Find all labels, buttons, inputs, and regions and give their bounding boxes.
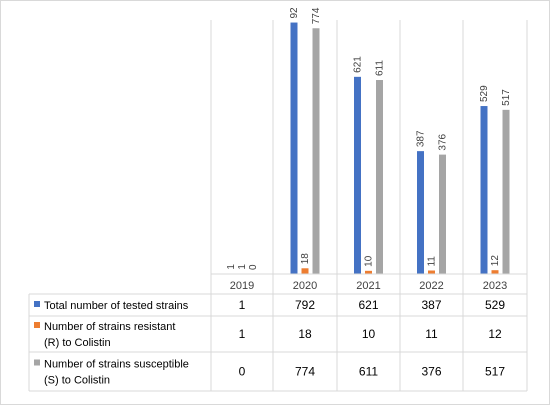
- bar: [439, 154, 446, 274]
- table-cell-value: 10: [362, 327, 376, 341]
- table-cell-value: 12: [488, 327, 502, 341]
- table-cell-value: 387: [421, 298, 441, 312]
- bar: [354, 76, 361, 275]
- table-cell-value: 18: [298, 327, 312, 341]
- bar: [376, 80, 383, 274]
- legend-label: Number of strains resistant: [44, 321, 175, 333]
- data-label: 1: [226, 264, 237, 270]
- data-label: 1: [237, 264, 248, 270]
- table-cell-value: 1: [239, 327, 246, 341]
- legend-label: (S) to Colistin: [44, 375, 110, 387]
- data-label: 92: [289, 7, 300, 19]
- table-cell-value: 529: [485, 298, 505, 312]
- data-label: 12: [490, 255, 501, 267]
- table-cell-value: 792: [295, 298, 315, 312]
- category-tick-label: 2019: [230, 280, 254, 292]
- data-label: 18: [300, 253, 311, 265]
- bar: [290, 22, 298, 275]
- bar: [417, 151, 424, 274]
- category-tick-label: 2022: [419, 280, 443, 292]
- data-label: 529: [479, 85, 490, 102]
- bar: [480, 106, 488, 274]
- table-cell-value: 376: [421, 365, 441, 379]
- data-table: 2019 2020 2021 2022 2023 Total number of test…: [28, 273, 528, 392]
- bar: [502, 109, 510, 274]
- data-label: 774: [311, 7, 322, 24]
- data-label: 10: [364, 255, 375, 267]
- table-cell-value: 611: [359, 365, 378, 379]
- table-cell-value: 517: [485, 365, 505, 379]
- bar: [365, 270, 372, 274]
- table-cell-value: 774: [295, 365, 315, 379]
- bar: [428, 270, 435, 274]
- plot-separators: [210, 20, 528, 274]
- table-cell-value: 11: [425, 327, 438, 341]
- category-tick-label: 2023: [483, 280, 507, 292]
- bar: [491, 270, 499, 274]
- legend-label: Number of strains susceptible: [44, 359, 189, 371]
- table-cell-value: 0: [239, 365, 246, 379]
- category-tick-label: 2021: [356, 280, 380, 292]
- legend-label: Total number of tested strains: [44, 300, 189, 312]
- table-cell-value: 1: [239, 298, 246, 312]
- legend-key: [34, 359, 40, 366]
- legend-label: (R) to Colistin: [44, 337, 111, 349]
- category-tick-label: 2020: [293, 280, 317, 292]
- table-cell-value: 621: [358, 298, 378, 312]
- data-label: 0: [248, 264, 259, 270]
- legend-key: [34, 301, 40, 307]
- data-label: 611: [375, 60, 386, 76]
- data-label: 11: [427, 256, 438, 267]
- bars: [227, 22, 510, 275]
- data-label: 517: [501, 89, 512, 106]
- bar: [301, 268, 309, 274]
- data-label: 376: [438, 133, 449, 150]
- data-label: 387: [416, 130, 427, 147]
- data-label: 621: [353, 56, 364, 73]
- legend-key: [34, 322, 40, 328]
- bar: [312, 28, 320, 274]
